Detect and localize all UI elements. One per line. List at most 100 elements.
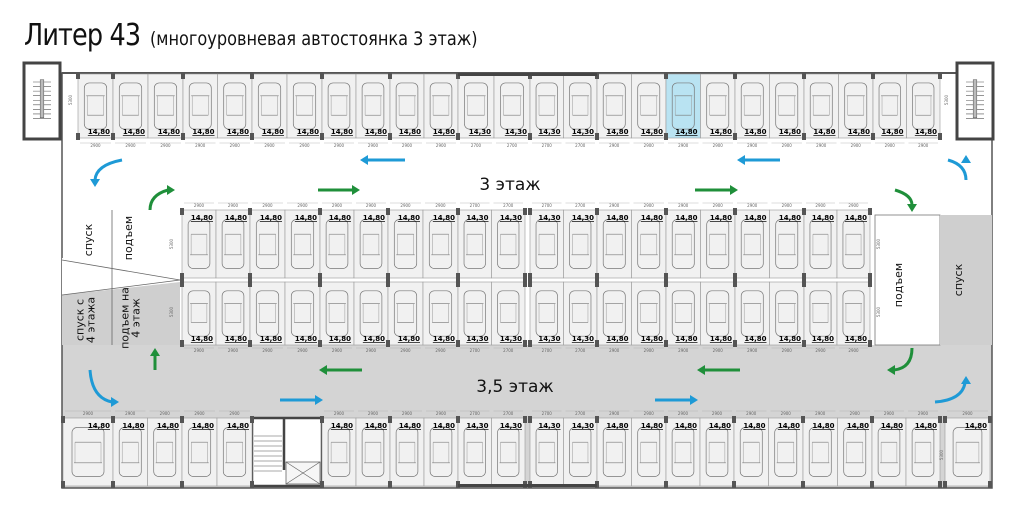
parking-space[interactable]: 14,80 2900 bbox=[353, 202, 389, 279]
parking-space[interactable]: 14,80 2900 bbox=[734, 281, 770, 353]
parking-space[interactable]: 14,80 2900 bbox=[355, 410, 391, 487]
parking-space[interactable]: 14,80 2900 bbox=[769, 73, 805, 148]
parking-space-fill[interactable] bbox=[216, 417, 253, 487]
parking-space[interactable]: 14,30 2700 bbox=[457, 410, 492, 487]
parking-space-fill[interactable] bbox=[181, 417, 218, 487]
parking-space-fill[interactable] bbox=[457, 281, 492, 346]
parking-space-fill[interactable] bbox=[871, 417, 907, 487]
parking-space-fill[interactable] bbox=[249, 209, 286, 279]
parking-space-fill[interactable] bbox=[944, 417, 991, 487]
parking-space[interactable]: 14,80 2900 bbox=[387, 202, 424, 279]
parking-space-fill[interactable] bbox=[77, 73, 114, 139]
parking-space-fill[interactable] bbox=[906, 73, 941, 139]
parking-space-fill[interactable] bbox=[563, 281, 598, 346]
parking-space-fill[interactable] bbox=[181, 281, 217, 346]
parking-space-fill[interactable] bbox=[768, 417, 804, 487]
parking-space-fill[interactable] bbox=[422, 281, 459, 346]
parking-space[interactable]: 14,80 2900 bbox=[734, 73, 770, 148]
parking-space[interactable]: 14,80 2900 bbox=[251, 73, 288, 148]
parking-space[interactable]: 14,30 2700 bbox=[491, 410, 526, 487]
parking-space[interactable]: 14,80 2900 bbox=[215, 202, 251, 279]
parking-space-fill[interactable] bbox=[389, 73, 425, 139]
parking-space-fill[interactable] bbox=[769, 281, 805, 346]
parking-space[interactable]: 14,80 2900 bbox=[217, 73, 253, 148]
parking-space-fill[interactable] bbox=[321, 73, 357, 139]
parking-space-fill[interactable] bbox=[62, 417, 114, 487]
parking-space-fill[interactable] bbox=[423, 417, 459, 487]
parking-space-fill[interactable] bbox=[563, 73, 598, 139]
parking-space[interactable]: 14,80 2900 bbox=[321, 73, 357, 148]
parking-space[interactable]: 14,80 2900 bbox=[631, 202, 667, 279]
parking-space[interactable]: 14,80 2900 bbox=[803, 73, 839, 148]
parking-space-fill[interactable] bbox=[769, 73, 805, 139]
parking-space[interactable]: 14,80 2900 bbox=[249, 281, 286, 353]
parking-space[interactable]: 14,80 2900 bbox=[631, 73, 667, 148]
parking-space[interactable]: 14,80 2900 bbox=[631, 281, 667, 353]
parking-space-fill[interactable] bbox=[699, 417, 735, 487]
parking-space[interactable]: 14,80 2900 bbox=[665, 281, 701, 353]
parking-space[interactable]: 14,30 2700 bbox=[491, 202, 526, 279]
parking-space-fill[interactable] bbox=[457, 209, 492, 279]
parking-space[interactable]: 14,80 2900 bbox=[423, 73, 459, 148]
parking-space-fill[interactable] bbox=[147, 417, 183, 487]
parking-space-fill[interactable] bbox=[529, 417, 564, 487]
parking-space[interactable]: 14,80 2900 bbox=[77, 73, 114, 148]
parking-space[interactable]: 14,30 2700 bbox=[493, 73, 531, 148]
parking-space-fill[interactable] bbox=[387, 281, 424, 346]
parking-space-fill[interactable] bbox=[215, 281, 251, 346]
parking-space[interactable]: 14,80 2900 bbox=[215, 281, 251, 353]
parking-space[interactable]: 14,30 2700 bbox=[529, 202, 564, 279]
parking-space[interactable]: 14,30 2700 bbox=[457, 202, 492, 279]
parking-space-fill[interactable] bbox=[769, 209, 805, 279]
parking-space-fill[interactable] bbox=[872, 73, 907, 139]
parking-space[interactable]: 14,80 2900 bbox=[112, 410, 148, 487]
parking-space[interactable]: 14,80 2900 bbox=[699, 410, 735, 487]
parking-space-fill[interactable] bbox=[493, 73, 531, 139]
parking-space[interactable]: 14,80 2900 bbox=[734, 202, 770, 279]
parking-space-fill[interactable] bbox=[700, 73, 736, 139]
parking-space[interactable]: 14,30 2700 bbox=[563, 281, 598, 353]
parking-space[interactable]: 14,80 2900 bbox=[769, 202, 805, 279]
parking-space-fill[interactable] bbox=[734, 281, 770, 346]
parking-space[interactable]: 14,80 2900 bbox=[147, 410, 183, 487]
parking-space[interactable]: 14,80 2900 bbox=[836, 202, 871, 279]
parking-space[interactable]: 14,80 2900 bbox=[700, 281, 736, 353]
parking-space[interactable]: 14,30 2700 bbox=[529, 73, 564, 148]
parking-space[interactable]: 14,80 2900 bbox=[837, 410, 873, 487]
parking-space[interactable]: 14,80 2900 bbox=[700, 202, 736, 279]
parking-space[interactable]: 14,80 2900 bbox=[596, 202, 632, 279]
parking-space[interactable]: 14,80 2900 bbox=[422, 281, 459, 353]
parking-space-fill[interactable] bbox=[319, 209, 355, 279]
parking-space-fill[interactable] bbox=[249, 281, 286, 346]
parking-space-fill[interactable] bbox=[838, 73, 874, 139]
parking-space[interactable]: 14,80 2900 bbox=[596, 281, 632, 353]
parking-space[interactable]: 14,80 2900 bbox=[319, 281, 355, 353]
parking-space-fill[interactable] bbox=[803, 281, 838, 346]
parking-space[interactable]: 14,80 2900 bbox=[112, 73, 149, 148]
parking-space[interactable]: 14,80 2900 bbox=[700, 73, 736, 148]
parking-space-fill[interactable] bbox=[457, 73, 495, 139]
parking-space[interactable]: 14,80 2900 bbox=[62, 410, 114, 487]
parking-space[interactable]: 14,80 2900 bbox=[321, 410, 357, 487]
parking-space-fill[interactable] bbox=[319, 281, 355, 346]
parking-space-fill[interactable] bbox=[596, 73, 632, 139]
parking-space[interactable]: 14,80 2900 bbox=[872, 73, 907, 148]
parking-space[interactable]: 14,80 2900 bbox=[181, 410, 218, 487]
parking-space-fill[interactable] bbox=[700, 281, 736, 346]
parking-space-fill[interactable] bbox=[665, 209, 701, 279]
parking-space[interactable]: 14,30 2700 bbox=[529, 410, 564, 487]
parking-space[interactable]: 14,80 2900 bbox=[596, 73, 632, 148]
parking-space-fill[interactable] bbox=[836, 281, 871, 346]
parking-space-fill[interactable] bbox=[181, 209, 217, 279]
parking-space[interactable]: 14,80 2900 bbox=[871, 410, 907, 487]
parking-space-fill[interactable] bbox=[734, 209, 770, 279]
parking-space[interactable]: 14,80 2900 bbox=[389, 73, 425, 148]
parking-space[interactable]: 14,80 2900 bbox=[836, 281, 871, 353]
parking-space-fill[interactable] bbox=[905, 417, 941, 487]
parking-space[interactable]: 14,80 2900 bbox=[422, 202, 459, 279]
parking-space-fill[interactable] bbox=[529, 281, 564, 346]
parking-space-fill[interactable] bbox=[802, 417, 838, 487]
parking-space-fill[interactable] bbox=[387, 209, 424, 279]
parking-space[interactable]: 14,80 2900 bbox=[353, 281, 389, 353]
parking-space-fill[interactable] bbox=[353, 281, 389, 346]
